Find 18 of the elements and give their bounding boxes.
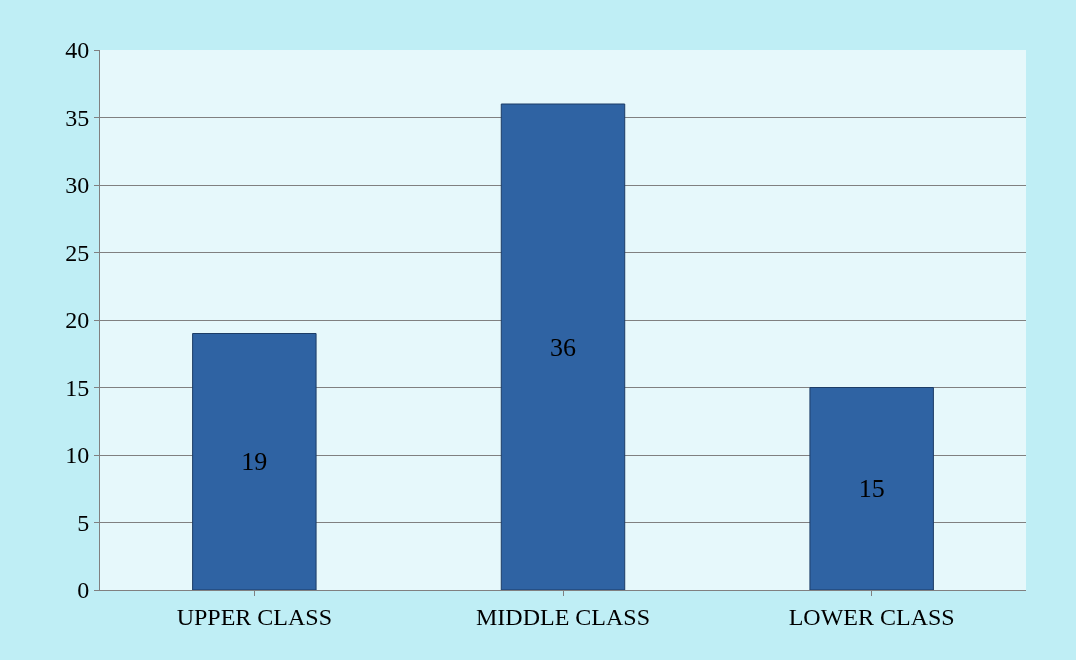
bar [500, 103, 626, 590]
data-label: 19 [241, 447, 268, 477]
x-tick-label: MIDDLE CLASS [475, 603, 651, 630]
y-tick-label: 30 [65, 172, 90, 199]
x-tick-label: UPPER CLASS [176, 603, 333, 630]
y-tick-label: 20 [65, 307, 90, 334]
x-tick-label: LOWER CLASS [788, 603, 955, 630]
data-label: 15 [858, 474, 885, 504]
y-tick-label: 10 [65, 442, 90, 469]
y-tick-label: 40 [65, 37, 90, 64]
y-tick-label: 5 [77, 509, 90, 536]
data-label: 36 [550, 332, 576, 362]
y-tick-label: 0 [77, 577, 90, 604]
y-tick-label: 25 [65, 239, 90, 266]
y-tick-label: 35 [65, 104, 90, 131]
y-tick-label: 15 [65, 374, 90, 401]
bar [809, 387, 934, 590]
bar [192, 333, 317, 590]
